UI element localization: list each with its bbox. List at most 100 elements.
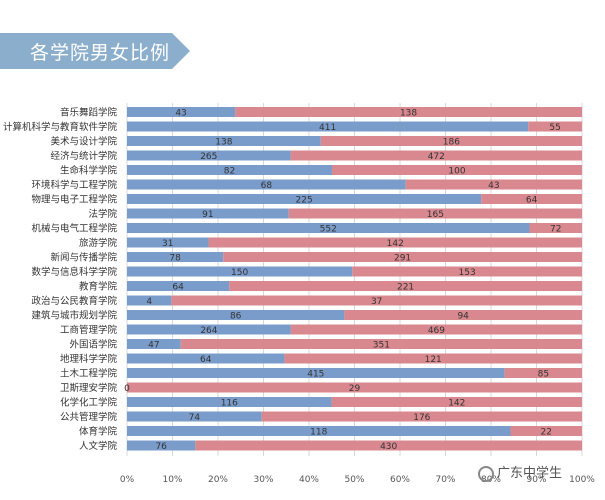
category-label: 政治与公民教育学院 — [31, 295, 117, 307]
category-label: 地理科学学院 — [60, 353, 118, 365]
bar-male — [127, 295, 172, 306]
data-label-male: 47 — [148, 341, 159, 351]
data-label-male: 415 — [307, 370, 324, 380]
bar-male — [127, 353, 285, 364]
bar-female — [288, 208, 582, 219]
bar-male — [127, 281, 230, 291]
data-label-male: 64 — [172, 283, 184, 293]
bar-female — [331, 397, 582, 407]
bar-female — [290, 324, 582, 335]
bar-female — [510, 426, 582, 436]
data-label-female: 85 — [538, 370, 549, 380]
bar-male — [127, 411, 262, 422]
category-label: 化学化工学院 — [60, 397, 118, 409]
data-label-male: 411 — [319, 123, 336, 133]
bar-male — [127, 266, 353, 277]
data-label-female: 29 — [349, 384, 361, 394]
x-tick-label: 100% — [569, 475, 595, 485]
bar-male — [127, 208, 289, 219]
title-banner-shape — [0, 33, 190, 69]
x-tick-label: 50% — [344, 475, 364, 485]
x-tick-label: 10% — [162, 475, 182, 485]
title-banner: 各学院男女比例 — [0, 33, 190, 69]
data-label-male: 76 — [155, 442, 167, 452]
bar-female — [127, 382, 582, 393]
bar-male — [127, 194, 482, 204]
data-label-female: 469 — [428, 326, 445, 336]
bar-male — [127, 237, 209, 248]
bar-male — [127, 107, 236, 117]
bar-female — [171, 295, 582, 306]
category-label: 机械与电气工程学院 — [31, 223, 117, 235]
data-label-male: 68 — [261, 181, 273, 191]
x-tick-label: 90% — [526, 475, 546, 485]
data-label-male: 116 — [221, 399, 238, 409]
x-tick-label: 70% — [435, 475, 455, 485]
wechat-icon — [478, 465, 494, 482]
category-label: 体育学院 — [79, 426, 118, 438]
data-label-female: 142 — [387, 239, 404, 249]
category-label: 生命科学学院 — [60, 165, 118, 177]
bar-female — [195, 440, 583, 451]
data-label-male: 78 — [169, 254, 181, 264]
x-tick-label: 30% — [253, 475, 273, 485]
data-label-male: 150 — [231, 268, 248, 278]
bar-male — [127, 179, 406, 190]
bar-female — [180, 339, 583, 349]
data-label-male: 265 — [200, 152, 217, 162]
category-label: 土木工程学院 — [60, 368, 118, 380]
category-label: 数学与信息科学学院 — [31, 266, 117, 278]
bar-female — [223, 252, 582, 262]
category-label: 人文学院 — [79, 440, 118, 452]
bar-male — [127, 339, 181, 349]
category-label: 法学院 — [88, 208, 117, 220]
bar-female — [504, 368, 582, 378]
data-label-male: 0 — [124, 384, 130, 394]
watermark: 广东中学生 — [478, 462, 562, 482]
data-label-female: 100 — [448, 167, 465, 177]
x-tick-label: 40% — [299, 475, 319, 485]
watermark-text: 广东中学生 — [497, 466, 563, 481]
data-label-female: 351 — [373, 341, 390, 351]
data-label-male: 82 — [224, 167, 235, 177]
bar-female — [229, 281, 582, 291]
data-label-male: 31 — [162, 239, 173, 249]
data-label-male: 138 — [215, 138, 232, 148]
bar-female — [235, 107, 582, 117]
bar-female — [529, 223, 582, 233]
data-label-female: 22 — [541, 428, 552, 438]
category-label: 经济与统计学院 — [50, 150, 117, 162]
bar-male — [127, 121, 529, 132]
bar-male — [127, 426, 511, 436]
category-label: 物理与电子工程学院 — [31, 194, 117, 206]
bar-female — [405, 179, 582, 190]
data-label-female: 37 — [371, 297, 382, 307]
data-label-male: 91 — [202, 210, 213, 220]
bar-male — [127, 136, 321, 146]
bar-female — [208, 237, 582, 248]
data-label-female: 64 — [526, 196, 538, 206]
category-label: 新闻与传播学院 — [50, 252, 117, 264]
bar-male — [127, 150, 291, 161]
bar-male — [127, 223, 530, 233]
data-label-male: 225 — [296, 196, 313, 206]
data-label-male: 118 — [310, 428, 327, 438]
bar-female — [290, 150, 582, 161]
data-label-female: 430 — [380, 442, 397, 452]
category-label: 外国语学院 — [69, 339, 117, 351]
category-label: 美术与设计学院 — [50, 136, 117, 148]
bar-male — [127, 165, 332, 175]
data-label-female: 153 — [459, 268, 476, 278]
category-label: 建筑与城市规划学院 — [31, 310, 117, 322]
bar-male — [127, 440, 196, 451]
data-label-male: 4 — [146, 297, 152, 307]
data-label-male: 64 — [200, 355, 212, 365]
bar-female — [332, 165, 582, 175]
bar-male — [127, 397, 332, 407]
data-label-female: 142 — [448, 399, 465, 409]
bar-female — [261, 411, 582, 422]
data-label-male: 43 — [175, 109, 186, 119]
bar-male — [127, 368, 505, 378]
data-label-female: 121 — [425, 355, 442, 365]
bar-female — [284, 353, 582, 364]
